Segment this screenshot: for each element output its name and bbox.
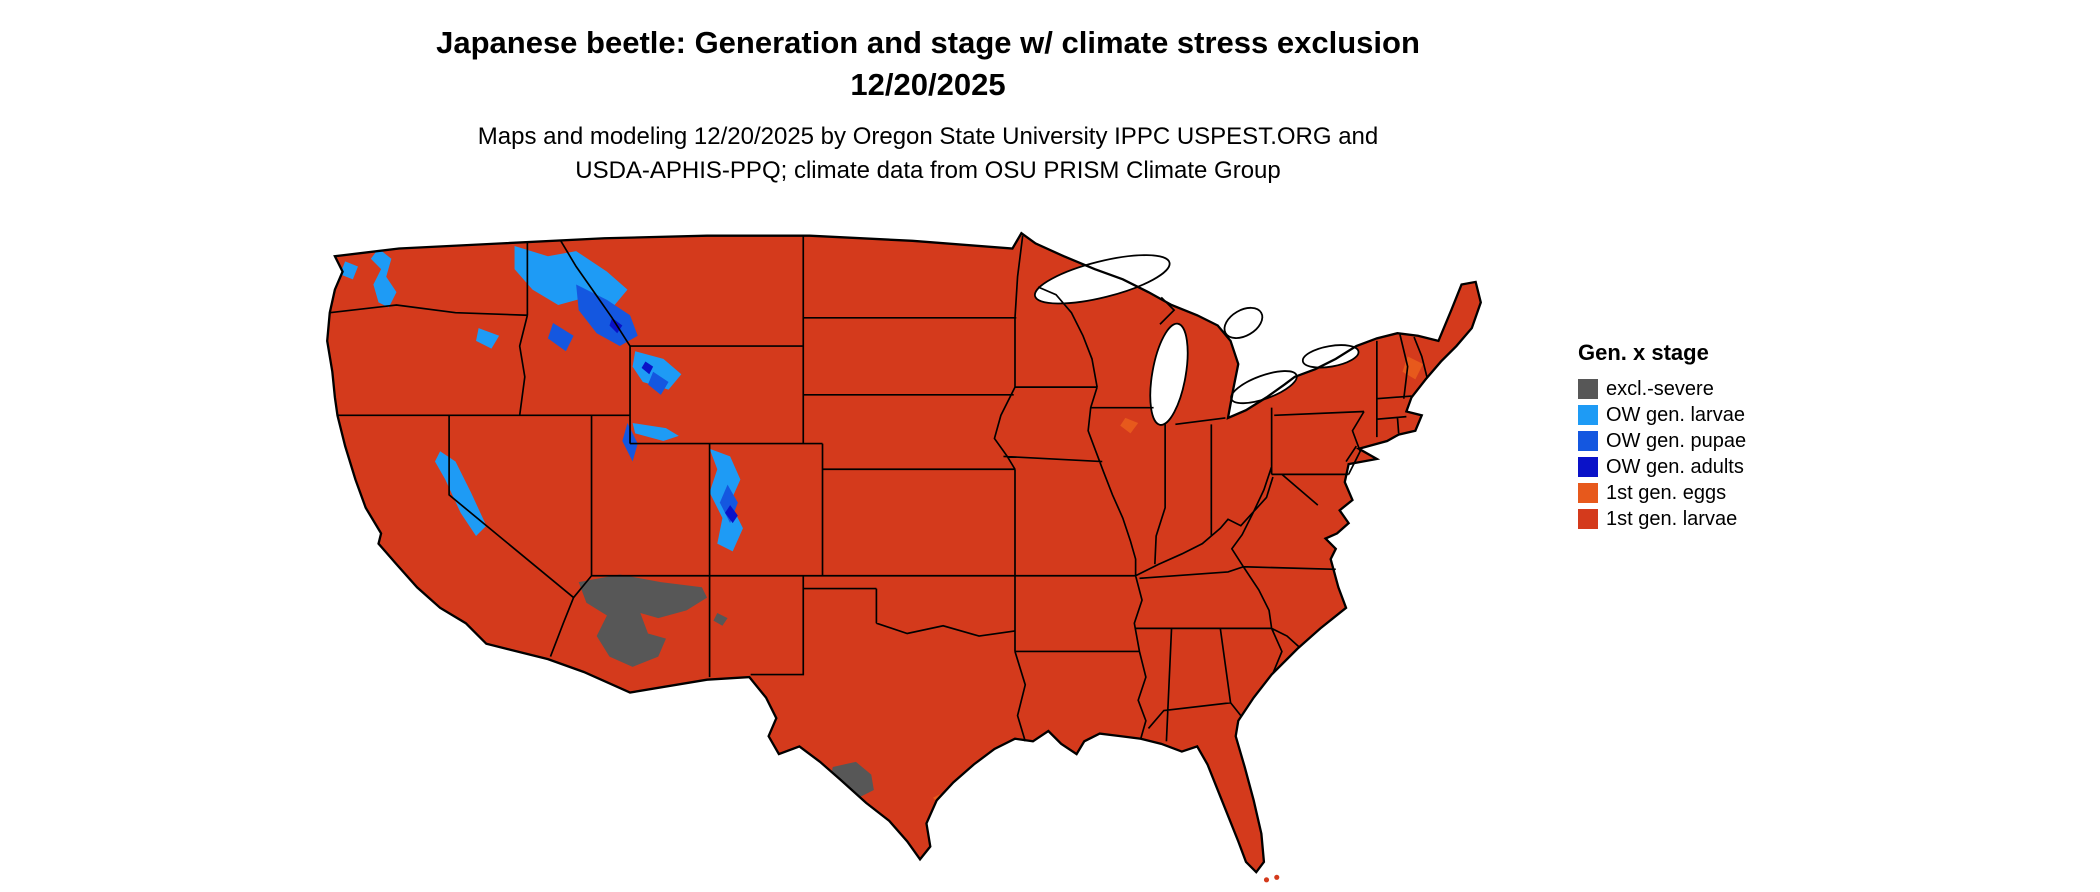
ow-larvae-cascades: [370, 248, 397, 308]
excl-arizona-highlands: [578, 574, 708, 667]
subtitle-line-2: USDA-APHIS-PPQ; climate data from OSU PR…: [575, 157, 1281, 184]
us-map: [322, 228, 1554, 885]
lake-ontario: [1301, 344, 1360, 369]
legend-item-first-gen-eggs: 1st gen. eggs: [1578, 480, 1838, 506]
legend-item-first-gen-larvae: 1st gen. larvae: [1578, 506, 1838, 532]
legend-label: OW gen. pupae: [1606, 429, 1747, 452]
legend-swatch-ow-larvae: [1578, 405, 1598, 425]
ow-adults-yellowstone-spot: [641, 361, 654, 375]
legend-label: OW gen. adults: [1606, 455, 1744, 478]
legend-title: Gen. x stage: [1578, 340, 1709, 365]
great-lakes: [1033, 254, 1360, 426]
us-map-svg: [326, 231, 1482, 883]
ow-adults-colorado-spot: [724, 505, 738, 524]
ow-pupae-sawtooth: [547, 322, 574, 352]
legend-label: 1st gen. eggs: [1606, 481, 1727, 504]
legend-label: OW gen. larvae: [1606, 403, 1745, 426]
excl-new-mexico-speck: [713, 612, 728, 626]
legend-item-ow-adults: OW gen. adults: [1578, 454, 1838, 480]
ow-pupae-bitterroot: [576, 284, 638, 347]
ow-larvae-uintas: [632, 423, 679, 442]
subtitle: Maps and modeling 12/20/2025 by Oregon S…: [0, 120, 1856, 188]
legend-swatch-excl-severe: [1578, 379, 1598, 399]
lake-superior: [1033, 254, 1171, 305]
eggs-patch-upper-midwest: [1120, 417, 1139, 434]
legend-item-ow-larvae: OW gen. larvae: [1578, 402, 1838, 428]
legend-item-excl-severe: excl.-severe: [1578, 376, 1838, 402]
florida-keys: [1263, 874, 1280, 883]
legend-swatch-first-gen-eggs: [1578, 483, 1598, 503]
lake-michigan: [1149, 322, 1189, 426]
legend-label: 1st gen. larvae: [1606, 507, 1738, 530]
legend: Gen. x stage excl.-severe OW gen. larvae…: [1578, 340, 1838, 532]
ow-larvae-blue-mountains: [476, 328, 500, 349]
page-title-date: 12/20/2025: [850, 67, 1006, 102]
ow-larvae-maine-border-dash: [1333, 251, 1348, 259]
regions-ow-larvae: [340, 245, 1348, 552]
legend-label: excl.-severe: [1606, 377, 1714, 400]
subtitle-line-1: Maps and modeling 12/20/2025 by Oregon S…: [477, 123, 1379, 150]
ow-pupae-wind-river: [647, 371, 669, 395]
legend-swatch-ow-adults: [1578, 457, 1598, 477]
legend-swatch-ow-pupae: [1578, 431, 1598, 451]
legend-swatch-first-gen-larvae: [1578, 509, 1598, 529]
ow-larvae-olympics: [340, 261, 358, 280]
us-landmass: [327, 233, 1481, 873]
ow-larvae-northern-rockies: [514, 245, 628, 305]
ow-larvae-yellowstone: [632, 351, 682, 390]
eggs-patch-maine-coast: [1402, 356, 1424, 380]
header: Japanese beetle: Generation and stage w/…: [0, 22, 1856, 188]
legend-item-ow-pupae: OW gen. pupae: [1578, 428, 1838, 454]
page-title: Japanese beetle: Generation and stage w/…: [436, 25, 1420, 60]
state-borders: [329, 235, 1428, 742]
